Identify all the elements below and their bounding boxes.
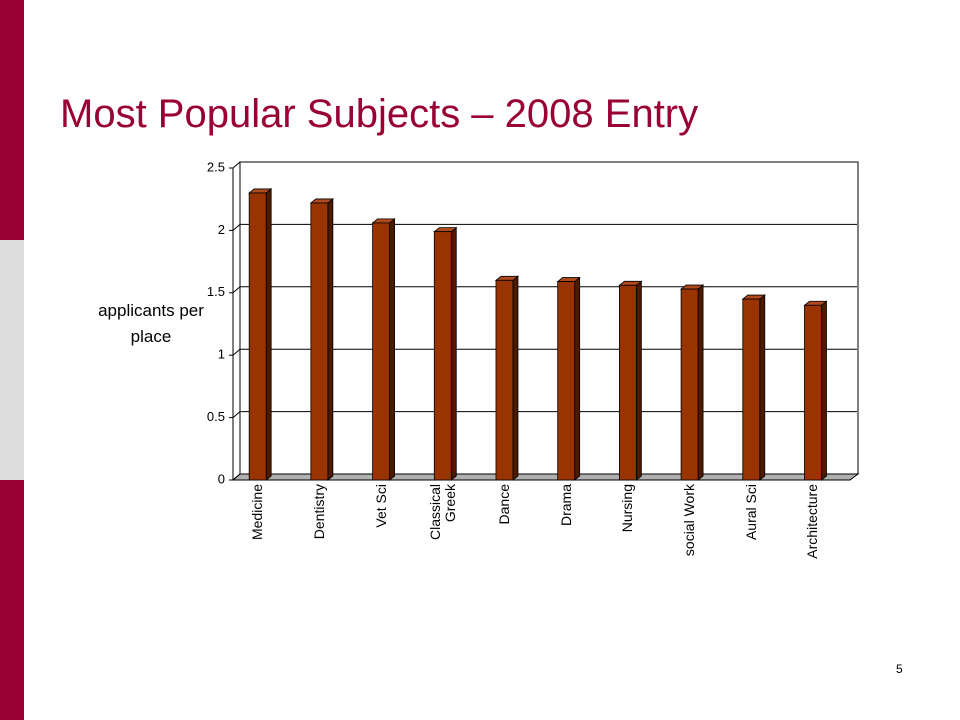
x-tick-label: Medicine [249,484,266,541]
x-tick-label: Drama [557,484,574,527]
y-tick-label: 2 [218,222,225,237]
slide-title: Most Popular Subjects – 2008 Entry [60,92,699,136]
bar [556,276,581,481]
y-axis-label: applicants per place [98,301,204,346]
x-tick-label: Classical Greek [426,484,458,541]
bar-side [450,226,457,481]
bar-side [759,294,766,481]
bar [741,294,766,481]
x-tick-label: Aural Sci [742,484,759,541]
grid-line [232,473,241,481]
y-tick-label: 1.5 [207,284,225,299]
bar [803,300,828,481]
bar [371,218,396,481]
bar-front [618,284,637,481]
grid-line [232,224,241,231]
side-stripe [0,480,24,720]
grid-line [232,286,241,294]
bar-side [327,198,334,481]
page-number: 5 [896,662,903,676]
bar [248,188,273,481]
bar-front [495,279,514,481]
bar-side [574,276,581,481]
y-tick-label: 1 [218,347,225,362]
side-stripe [0,0,24,240]
bar-front [433,231,452,481]
bar-front [310,202,329,481]
bar-side [265,188,272,481]
y-tick-label: 0 [218,471,225,486]
grid-line [232,161,241,169]
bar-front [248,192,267,481]
y-tick-label: 0.5 [207,409,225,424]
bar-side [697,284,704,481]
bar-front [742,298,761,481]
bar-front [372,222,390,481]
x-tick-label: Dance [495,484,512,525]
bar [679,284,705,481]
y-tick-label: 2.5 [207,159,225,174]
bar [309,198,335,481]
x-tick-label: Dentistry [310,484,327,540]
bar [494,275,520,481]
bar-side [821,300,827,481]
x-tick-label: Nursing [619,484,636,533]
bar-front [680,288,699,481]
bar-front [804,304,822,481]
bar-side [512,275,519,481]
bar [618,280,643,481]
x-tick-label: Vet Sci [372,484,389,528]
bar [433,226,458,481]
x-tick-label: Architecture [804,484,821,559]
grid-line [232,348,241,356]
grid-line [232,411,241,418]
bar-side [635,280,642,481]
x-tick-label: social Work [681,484,698,557]
side-stripe [0,240,24,480]
bar-front [557,281,576,481]
bar-side [389,218,395,481]
